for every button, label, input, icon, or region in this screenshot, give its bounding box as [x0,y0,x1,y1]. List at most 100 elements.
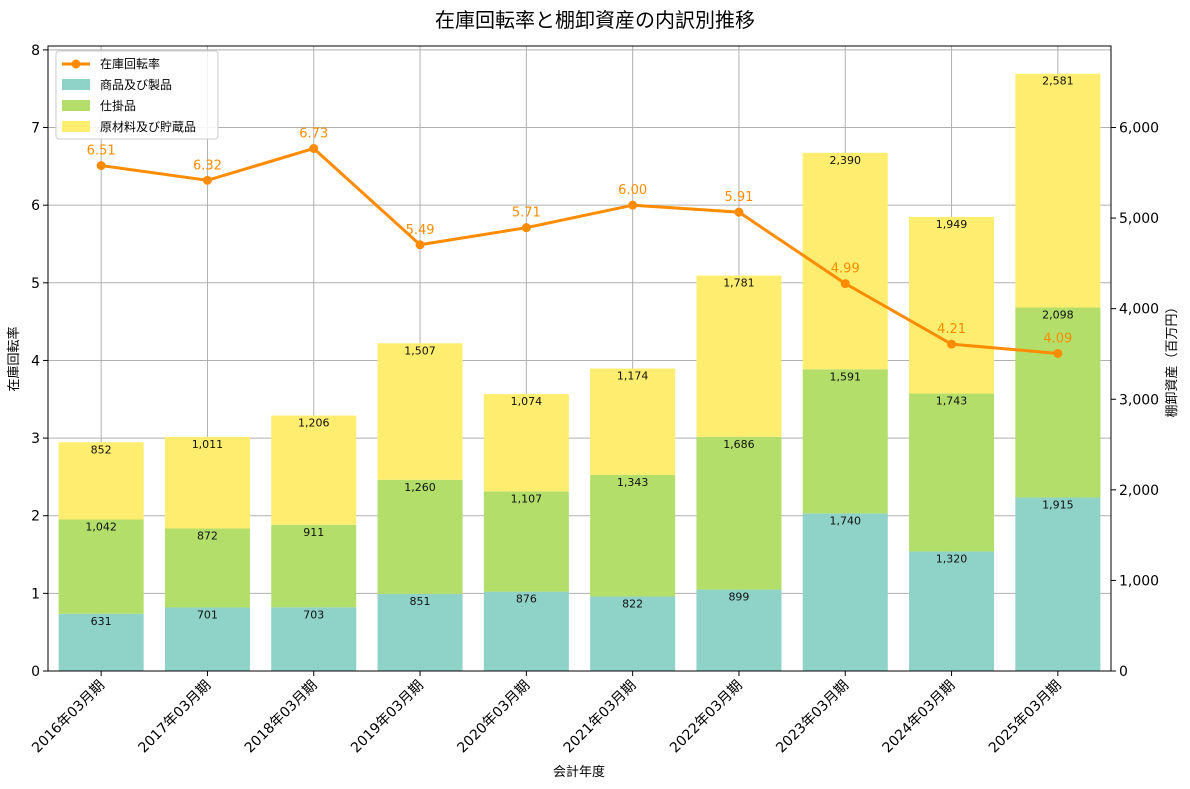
legend-swatch [62,121,90,132]
bar-data-label: 1,042 [85,520,117,533]
bar-data-label: 2,390 [830,154,862,167]
bar-data-label: 1,949 [936,218,968,231]
bar-data-label: 1,320 [936,552,968,565]
y2-tick-label: 0 [1119,664,1128,680]
bar-data-label: 851 [410,595,431,608]
legend-line-marker [71,59,81,69]
turnover-point [202,175,212,185]
y2-tick-label: 4,000 [1119,302,1159,318]
bar-segment [909,217,995,394]
bar-data-label: 1,915 [1042,499,1074,512]
turnover-point-label: 6.51 [87,144,116,159]
bar-data-label: 1,743 [936,395,968,408]
x-tick-label: 2018年03月期 [242,678,321,757]
bar-data-label: 1,074 [511,395,543,408]
y-tick-label: 2 [31,509,40,525]
turnover-point-label: 5.49 [406,223,435,238]
y2-tick-label: 2,000 [1119,483,1159,499]
bar-segment [164,607,250,671]
bar-data-label: 1,011 [192,438,224,451]
turnover-point-label: 4.21 [937,322,966,337]
x-tick-label: 2022年03月期 [667,678,746,757]
bar-data-label: 1,206 [298,417,330,430]
turnover-point-label: 6.32 [193,158,222,173]
bar-segment [1015,307,1101,498]
turnover-point [309,143,319,153]
bar-segment [590,596,676,671]
bar-data-label: 703 [303,608,324,621]
y-tick-label: 6 [31,198,40,214]
y-tick-label: 5 [31,276,40,292]
legend-label: 原材料及び貯蔵品 [100,120,196,134]
bar-segment [696,436,782,590]
bar-segment [377,479,463,594]
bar-data-label: 1,343 [617,476,649,489]
bar-data-label: 872 [197,530,218,543]
line-series: 6.51 6.32 6.73 5.49 5.71 6.00 5.91 4.99 4.21 4.09 [87,126,1072,358]
legend-swatch [62,100,90,111]
bar-segment [696,275,782,437]
chart-title: 在庫回転率と棚卸資産の内訳別推移 [435,8,755,32]
turnover-point [947,339,957,349]
bar-data-label: 701 [197,609,218,622]
turnover-point [415,240,425,250]
bar-data-label: 2,098 [1042,309,1074,322]
bar-data-label: 1,260 [404,481,436,494]
bar-data-label: 1,591 [830,370,862,383]
y-tick-label: 0 [31,664,40,680]
bar-data-label: 2,581 [1042,75,1074,88]
bar-data-label: 1,781 [723,277,755,290]
y-tick-label: 4 [31,353,40,369]
x-tick-label: 2024年03月期 [880,678,959,757]
y-axis-title: 在庫回転率 [6,326,22,391]
bar-data-label: 1,174 [617,370,649,383]
turnover-point-label: 5.91 [724,190,753,205]
legend-box [55,50,219,140]
turnover-point [734,207,744,217]
turnover-point [628,200,638,210]
turnover-point-label: 4.09 [1043,331,1072,346]
bar-segment [590,474,676,597]
legend-label: 在庫回転率 [100,56,160,71]
bar-segment [483,394,569,492]
x-tick-label: 2023年03月期 [773,678,852,757]
bar-data-label: 1,107 [511,492,543,505]
bar-segment [909,393,995,552]
legend-label: 仕掛品 [100,98,136,113]
bar-segment [1015,73,1101,308]
turnover-point-label: 6.00 [618,183,647,198]
bar-data-label: 899 [728,591,749,604]
bar-segment [377,343,463,480]
bar-segment [802,152,888,370]
y-tick-label: 7 [31,121,40,137]
bar-data-label: 852 [91,443,112,456]
y2-tick-label: 5,000 [1119,211,1159,227]
x-tick-label: 2020年03月期 [454,678,533,757]
y-tick-label: 3 [31,431,40,447]
bar-segment [271,607,357,671]
bar-segment [271,524,357,608]
bar-segment [271,415,357,525]
x-tick-label: 2016年03月期 [29,678,108,757]
bar-segment [164,528,250,608]
x-tick-label: 2021年03月期 [561,678,640,757]
bar-data-label: 822 [622,598,643,611]
bar-data-label: 1,686 [723,438,755,451]
bar-data-label: 1,740 [830,514,862,527]
bar-data-label: 911 [303,526,324,539]
turnover-line [100,146,1058,355]
bar-data-label: 876 [516,593,537,606]
turnover-point-label: 4.99 [831,262,860,277]
y2-tick-label: 3,000 [1119,392,1159,408]
bar-segment [590,368,676,475]
bar-segment [483,591,569,671]
bar-segment [58,519,144,614]
bar-segment [802,513,888,671]
x-tick-label: 2017年03月期 [135,678,214,757]
bars [58,73,1101,671]
y2-tick-label: 1,000 [1119,573,1159,589]
plot-frame [47,45,1112,672]
turnover-point-label: 5.71 [512,206,541,221]
y2-axis-title: 棚卸資産（百万円） [1164,300,1180,417]
